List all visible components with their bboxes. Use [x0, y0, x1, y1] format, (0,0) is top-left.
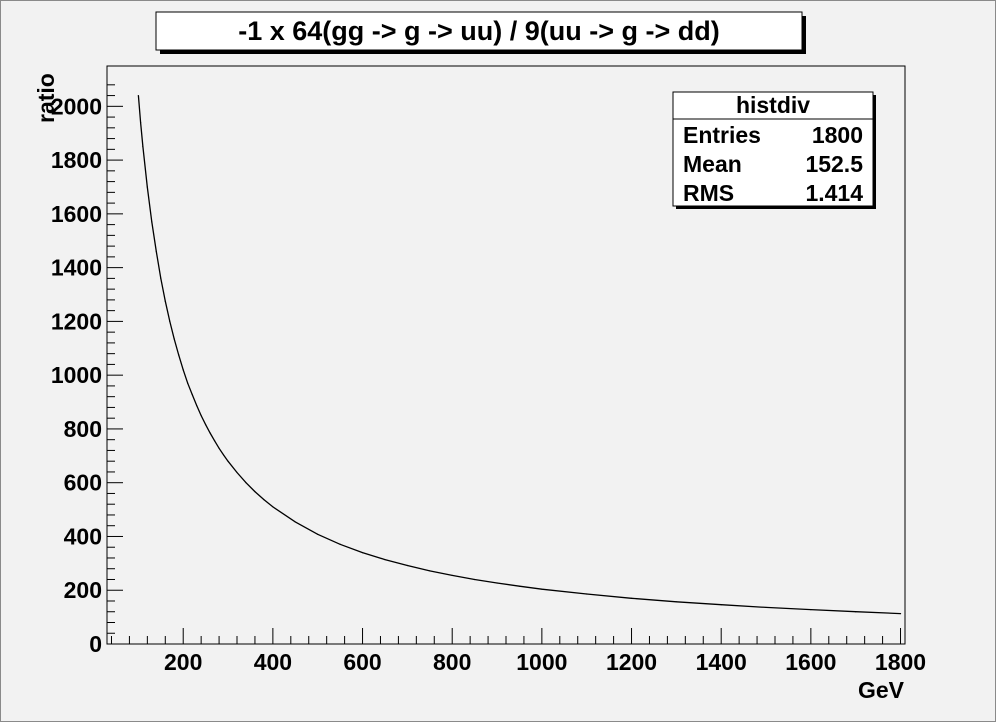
- data-point: [178, 354, 180, 356]
- data-point: [196, 404, 198, 407]
- y-tick-label: 800: [64, 416, 102, 442]
- data-point: [222, 454, 225, 456]
- x-tick-label: 200: [164, 649, 202, 675]
- data-point: [151, 221, 153, 223]
- data-point: [218, 447, 220, 449]
- data-point: [142, 146, 144, 148]
- data-point: [209, 432, 211, 434]
- stats-rms-value: 1.414: [805, 180, 863, 206]
- data-point: [429, 570, 431, 572]
- x-tick-label: 400: [254, 649, 292, 675]
- y-tick-label: 400: [64, 523, 102, 549]
- data-point: [720, 604, 722, 606]
- data-point: [137, 94, 139, 97]
- data-point: [169, 320, 171, 322]
- stats-entries-value: 1800: [812, 122, 863, 148]
- data-point: [541, 588, 543, 590]
- x-tick-label: 1400: [696, 649, 747, 675]
- data-point: [384, 558, 386, 561]
- data-point: [765, 606, 767, 609]
- data-point: [160, 277, 162, 279]
- data-point: [227, 460, 229, 462]
- y-axis: 0 200 400 600 800 1000 1200 1400 1600 1800 2000: [51, 84, 123, 657]
- data-point: [200, 414, 202, 417]
- stats-mean-label: Mean: [683, 151, 742, 177]
- x-tick-label: 1200: [606, 649, 657, 675]
- x-tick-label: 1800: [875, 649, 926, 675]
- y-tick-label: 1600: [51, 201, 102, 227]
- data-point: [164, 300, 166, 302]
- x-tick-label: 1600: [785, 649, 836, 675]
- data-point: [146, 186, 148, 188]
- data-point: [294, 521, 296, 523]
- data-point: [586, 593, 588, 595]
- y-tick-label: 200: [64, 577, 102, 603]
- data-point: [236, 471, 238, 474]
- data-point: [254, 490, 256, 493]
- y-tick-label: 0: [89, 631, 102, 657]
- data-point: [451, 574, 453, 577]
- x-tick-label: 800: [433, 649, 471, 675]
- data-point: [205, 424, 207, 426]
- data-point: [855, 611, 857, 613]
- data-point: [474, 578, 476, 581]
- stats-rms-label: RMS: [683, 180, 734, 206]
- data-point: [182, 369, 184, 371]
- data-point: [361, 551, 364, 554]
- data-point: [630, 597, 633, 599]
- data-point: [406, 564, 408, 567]
- stats-box-frame: [672, 91, 874, 207]
- data-point: [272, 506, 274, 508]
- data-point: [899, 613, 902, 615]
- y-tick-label: 2000: [51, 93, 102, 119]
- data-point: [675, 601, 677, 603]
- data-point: [140, 121, 142, 124]
- x-axis-label: GeV: [858, 677, 905, 703]
- y-tick-label: 1800: [51, 147, 102, 173]
- data-point: [518, 585, 521, 587]
- y-tick-label: 1400: [51, 255, 102, 281]
- data-point: [317, 533, 319, 535]
- stats-box: histdiv Entries 1800 Mean 152.5 RMS 1.41…: [672, 91, 876, 209]
- data-point: [263, 499, 265, 501]
- data-point: [173, 338, 175, 340]
- stats-box-title: histdiv: [736, 92, 810, 118]
- data-point: [339, 543, 341, 545]
- data-point: [245, 482, 247, 484]
- y-axis-label: ratio: [33, 73, 59, 123]
- series-layer: [137, 94, 902, 615]
- x-axis: 200 400 600 800 1000 1200 1400 1600 1800: [110, 628, 926, 675]
- data-point: [496, 582, 498, 584]
- y-tick-label: 1200: [51, 308, 102, 334]
- y-tick-label: 600: [64, 470, 102, 496]
- stats-mean-value: 152.5: [805, 151, 863, 177]
- chart-title: -1 x 64(gg -> g -> uu) / 9(uu -> g -> dd…: [238, 16, 720, 46]
- stats-entries-label: Entries: [683, 122, 761, 148]
- data-point: [810, 608, 812, 611]
- x-tick-label: 600: [343, 649, 381, 675]
- data-point: [213, 440, 216, 442]
- title-box: -1 x 64(gg -> g -> uu) / 9(uu -> g -> dd…: [155, 11, 806, 54]
- y-tick-label: 1000: [51, 362, 102, 388]
- x-tick-label: 1000: [516, 649, 567, 675]
- data-point: [155, 250, 157, 253]
- data-point: [191, 393, 193, 396]
- title-box-frame: [155, 11, 803, 51]
- data-point: [187, 382, 189, 384]
